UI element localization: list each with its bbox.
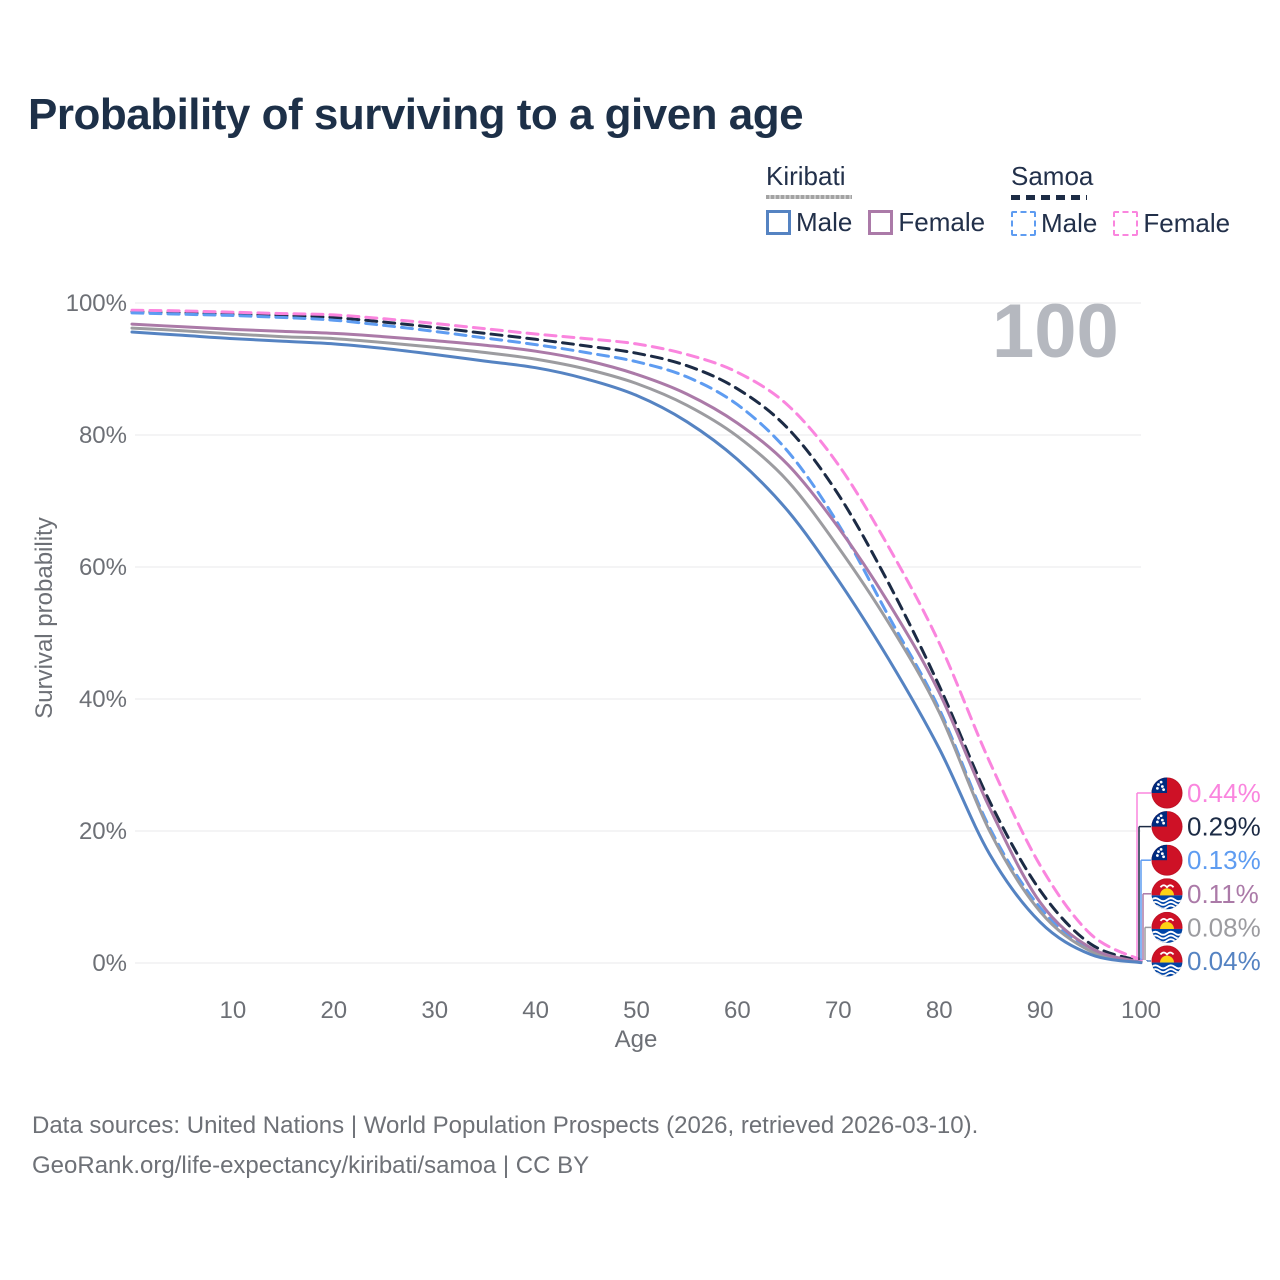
end-value-label: 0.04%	[1187, 946, 1261, 976]
x-tick-label-30: 30	[421, 997, 448, 1024]
x-tick-label-50: 50	[623, 997, 650, 1024]
legend-item-label: Female	[898, 207, 986, 237]
legend-item-samoa-female[interactable]: Female	[1113, 208, 1230, 239]
x-tick-label-60: 60	[724, 997, 751, 1024]
kiribati-male-swatch	[766, 210, 791, 235]
y-tick-label-100: 100%	[66, 290, 127, 317]
end-value-label: 0.29%	[1187, 812, 1261, 842]
x-tick-label-10: 10	[220, 997, 247, 1024]
end-label-kiribati-both-sexes: 0.08%	[1144, 911, 1261, 960]
end-value-label: 0.13%	[1187, 845, 1261, 875]
x-tick-label-40: 40	[522, 997, 549, 1024]
end-label-samoa-male: 0.13%	[1140, 844, 1261, 960]
y-tick-label-40: 40%	[79, 686, 127, 713]
kiribati-flag-icon	[1151, 945, 1183, 977]
end-value-label: 0.44%	[1187, 778, 1261, 808]
samoa-flag-icon	[1151, 777, 1183, 809]
samoa-dashed-line-sample	[1011, 195, 1087, 200]
data-sources-line1: Data sources: United Nations | World Pop…	[32, 1112, 979, 1139]
legend-group-kiribati: Kiribati Male Female	[766, 161, 985, 238]
data-sources-note: Data sources: United Nations | World Pop…	[32, 1106, 978, 1186]
legend-item-label: Female	[1143, 208, 1231, 238]
curve-samoa-both-sexes[interactable]	[130, 310, 1143, 963]
kiribati-solid-line-sample	[766, 195, 852, 199]
y-tick-label-80: 80%	[79, 422, 127, 449]
kiribati-flag-icon	[1151, 878, 1183, 910]
data-sources-line2: GeoRank.org/life-expectancy/kiribati/sam…	[32, 1152, 590, 1179]
y-tick-label-20: 20%	[79, 818, 127, 845]
end-label-kiribati-male: 0.04%	[1146, 945, 1261, 977]
legend-group-samoa-title: Samoa	[1011, 161, 1094, 191]
legend-item-samoa-male[interactable]: Male	[1011, 208, 1097, 239]
end-label-samoa-female: 0.44%	[1136, 777, 1261, 960]
y-tick-label-0: 0%	[92, 950, 127, 977]
kiribati-female-swatch	[868, 210, 894, 235]
samoa-flag-icon	[1151, 811, 1183, 843]
x-tick-label-90: 90	[1027, 997, 1054, 1024]
x-tick-label-100: 100	[1121, 997, 1161, 1024]
legend-group-samoa: Samoa Male Female	[1011, 161, 1230, 239]
curve-kiribati-both-sexes[interactable]	[130, 326, 1143, 964]
x-tick-label-20: 20	[320, 997, 347, 1024]
x-tick-label-80: 80	[926, 997, 953, 1024]
legend-item-kiribati-female[interactable]: Female	[868, 207, 985, 238]
y-tick-label-60: 60%	[79, 554, 127, 581]
samoa-flag-icon	[1151, 844, 1183, 876]
curve-samoa-female[interactable]	[130, 308, 1143, 962]
end-value-label: 0.11%	[1187, 879, 1259, 909]
curve-kiribati-female[interactable]	[130, 322, 1143, 964]
legend-item-kiribati-male[interactable]: Male	[766, 207, 852, 238]
legend-item-label: Male	[796, 207, 853, 237]
samoa-female-swatch	[1113, 211, 1139, 236]
curve-samoa-male[interactable]	[130, 311, 1143, 964]
page-title: Probability of surviving to a given age	[28, 90, 804, 139]
end-value-label: 0.08%	[1187, 912, 1261, 942]
legend-item-label: Male	[1041, 208, 1098, 238]
curve-kiribati-male[interactable]	[130, 330, 1143, 965]
samoa-male-swatch	[1011, 211, 1036, 236]
hovered-age-indicator: 100	[992, 289, 1119, 374]
legend-group-kiribati-title: Kiribati	[766, 161, 846, 191]
kiribati-flag-icon	[1151, 911, 1183, 944]
x-axis-title: Age	[614, 1026, 658, 1053]
end-label-samoa-both-sexes: 0.29%	[1138, 811, 1261, 960]
x-tick-label-70: 70	[825, 997, 852, 1024]
